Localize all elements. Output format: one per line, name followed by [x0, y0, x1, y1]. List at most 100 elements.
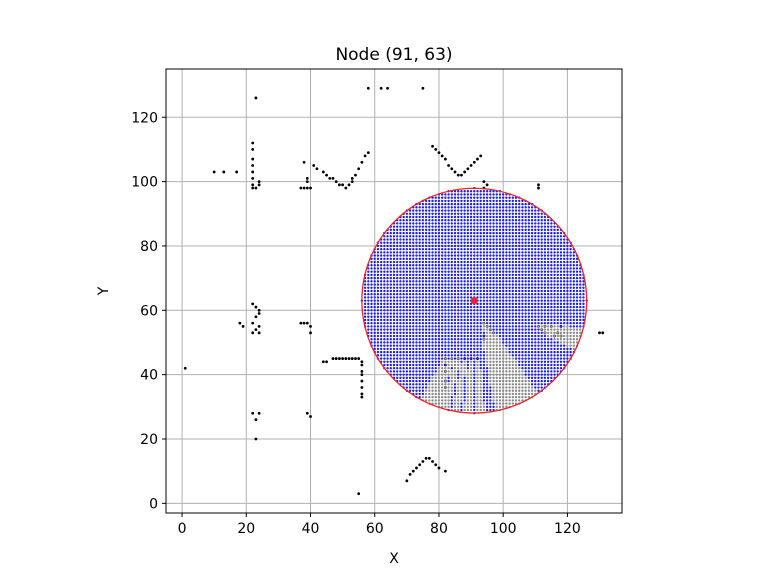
visible-point — [418, 370, 421, 373]
occluded-point — [440, 386, 444, 389]
visible-point — [556, 360, 559, 363]
visible-point — [440, 341, 444, 344]
y-tick-label: 80 — [140, 239, 158, 255]
visible-point — [495, 260, 498, 264]
visible-point — [463, 321, 466, 325]
visible-point — [521, 296, 524, 299]
visible-point — [463, 241, 466, 244]
visible-point — [473, 286, 476, 289]
obstacle-point — [241, 324, 245, 328]
visible-point — [534, 309, 537, 312]
visible-point — [556, 315, 559, 318]
occluded-point — [428, 383, 431, 386]
occluded-point — [514, 360, 518, 363]
occluded-point — [466, 402, 470, 405]
visible-point — [466, 257, 470, 261]
visible-point — [482, 395, 486, 399]
visible-point — [537, 254, 540, 257]
visible-point — [431, 222, 434, 225]
visible-point — [527, 231, 531, 235]
visible-point — [569, 325, 572, 328]
visible-point — [489, 408, 492, 412]
visible-point — [396, 360, 399, 363]
visible-point — [463, 212, 466, 215]
visible-point — [444, 305, 447, 309]
visible-point — [537, 363, 540, 367]
visible-point — [559, 267, 563, 270]
visible-point — [424, 321, 428, 325]
visible-point — [402, 215, 405, 219]
occluded-point — [444, 389, 447, 392]
occluded-point — [514, 379, 518, 383]
visible-point — [501, 321, 505, 325]
visible-point — [479, 338, 482, 341]
visible-point — [402, 305, 405, 309]
obstacle-point — [299, 186, 303, 190]
visible-point — [505, 318, 508, 322]
visible-point — [569, 347, 572, 351]
visible-point — [431, 280, 434, 283]
occluded-point — [453, 367, 457, 370]
visible-point — [453, 350, 457, 354]
visible-point — [418, 206, 421, 209]
visible-point — [511, 241, 515, 244]
visible-point — [546, 344, 550, 347]
visible-point — [511, 260, 515, 264]
obstacle-point — [537, 183, 540, 187]
visible-point — [537, 334, 540, 338]
visible-point — [415, 299, 418, 302]
visible-point — [408, 344, 412, 347]
visible-point — [572, 309, 576, 312]
visible-point — [396, 247, 399, 251]
visible-point — [527, 293, 531, 296]
visible-point — [457, 247, 460, 251]
visible-point — [527, 235, 531, 238]
visible-point — [389, 267, 392, 270]
visible-point — [418, 312, 421, 315]
visible-point — [550, 321, 553, 325]
visible-point — [534, 235, 537, 238]
occluded-point — [508, 392, 511, 396]
visible-point — [421, 235, 425, 238]
visible-point — [408, 283, 412, 286]
obstacle-point — [357, 167, 361, 171]
visible-point — [543, 244, 547, 248]
occluded-point — [444, 376, 447, 380]
visible-point — [556, 235, 559, 238]
visible-point — [553, 257, 556, 261]
visible-point — [524, 286, 527, 289]
visible-point — [412, 235, 415, 238]
visible-point — [524, 260, 527, 264]
x-axis-ticks: 0 20 40 60 80 100 120 — [178, 513, 581, 537]
visible-point — [424, 244, 428, 248]
occluded-point — [518, 395, 521, 399]
visible-point — [373, 347, 376, 351]
plot-frame — [165, 68, 623, 514]
occluded-point — [476, 373, 479, 376]
visible-point — [579, 293, 582, 296]
visible-point — [501, 273, 505, 277]
visible-point — [553, 357, 556, 360]
visible-point — [431, 312, 434, 315]
visible-point — [453, 334, 457, 338]
occluded-point — [521, 399, 524, 402]
visible-point — [495, 231, 498, 235]
visible-point — [392, 244, 396, 248]
visible-point — [405, 328, 409, 331]
visible-point — [453, 286, 457, 289]
visible-point — [408, 209, 412, 212]
visible-point — [392, 309, 396, 312]
visible-point — [463, 199, 466, 203]
visible-point — [479, 283, 482, 286]
visible-point — [457, 280, 460, 283]
visible-point — [447, 209, 450, 212]
occluded-point — [485, 347, 489, 351]
visible-point — [556, 247, 559, 251]
visible-point — [501, 302, 505, 306]
visible-point — [444, 260, 447, 264]
occluded-point — [572, 344, 576, 347]
visible-point — [498, 309, 502, 312]
visible-point — [469, 254, 473, 257]
visible-point — [431, 315, 434, 318]
visible-point — [505, 257, 508, 261]
